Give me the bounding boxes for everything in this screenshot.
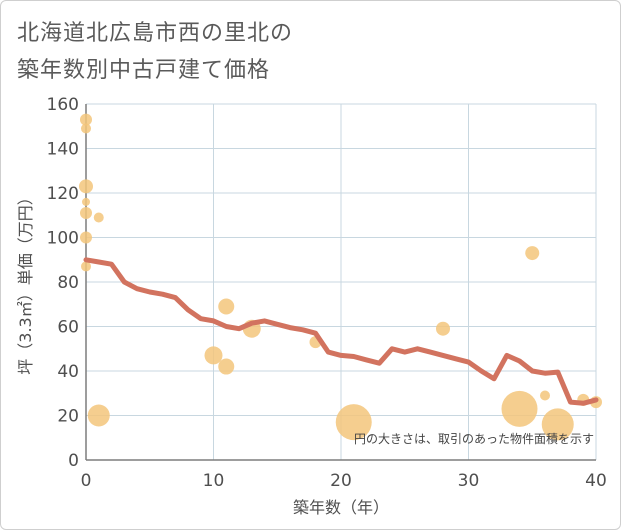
data-bubble — [80, 207, 92, 220]
data-bubble — [80, 231, 92, 244]
data-bubble — [218, 298, 235, 315]
chart-title-line-2: 築年数別中古戸建て価格 — [17, 58, 271, 83]
chart-title-line-1: 北海道北広島市西の里北の — [17, 21, 294, 46]
x-tick-label: 0 — [81, 471, 92, 491]
y-tick-label: 60 — [57, 318, 79, 338]
data-bubble — [93, 212, 104, 223]
chart-note: 円の大きさは、取引のあった物件面積を示す — [354, 431, 594, 446]
x-axis-label: 築年数（年） — [293, 498, 389, 517]
data-bubble — [81, 123, 91, 134]
data-bubble — [87, 404, 110, 427]
data-bubble — [335, 404, 372, 441]
y-axis-label: 坪（3.3㎡）単価（万円） — [16, 189, 35, 374]
data-bubble — [81, 261, 91, 272]
line-layer — [83, 257, 599, 406]
data-bubble — [540, 390, 550, 401]
x-tick-label: 40 — [585, 471, 607, 491]
y-tick-label: 20 — [57, 407, 79, 427]
y-tick-label: 160 — [47, 95, 79, 115]
data-bubble — [80, 113, 92, 126]
y-tick-label: 40 — [57, 362, 79, 382]
y-tick-label: 0 — [68, 451, 79, 471]
x-tick-label: 10 — [203, 471, 225, 491]
data-bubble — [204, 346, 223, 365]
data-bubble — [82, 197, 90, 206]
y-tick-label: 120 — [47, 184, 79, 204]
y-tick-label: 140 — [47, 140, 79, 160]
y-tick-label: 100 — [47, 229, 79, 249]
data-bubble — [501, 390, 538, 427]
y-tick-label: 80 — [57, 273, 79, 293]
data-bubble — [436, 321, 450, 336]
data-bubble — [541, 408, 574, 441]
x-tick-label: 20 — [330, 471, 352, 491]
data-bubble — [218, 358, 235, 375]
x-tick-label: 30 — [458, 471, 480, 491]
data-bubble — [525, 246, 540, 261]
data-bubble — [79, 179, 93, 194]
tick-labels: 0 20 40 60 80 100 120 140 160 0 10 20 30 40 — [47, 95, 607, 491]
average-price-line — [83, 257, 599, 406]
chart-title: 北海道北広島市西の里北の 築年数別中古戸建て価格 — [17, 15, 577, 89]
